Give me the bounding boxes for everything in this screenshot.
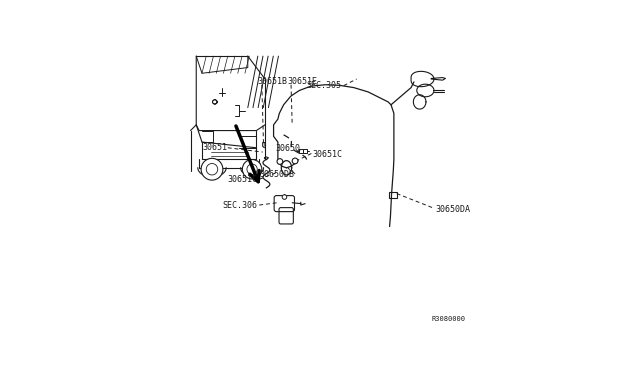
Text: SEC.306: SEC.306: [223, 201, 257, 210]
Bar: [299, 149, 303, 154]
Circle shape: [282, 195, 287, 199]
Circle shape: [277, 158, 283, 164]
Circle shape: [206, 164, 218, 175]
Text: 30651B: 30651B: [258, 77, 288, 86]
Text: 30651E: 30651E: [287, 77, 317, 86]
Text: 30651: 30651: [202, 143, 227, 152]
Circle shape: [201, 158, 223, 180]
Bar: [389, 192, 397, 198]
Text: 30650DB: 30650DB: [259, 170, 294, 179]
Text: 30651C: 30651C: [312, 150, 342, 158]
Text: 30650: 30650: [275, 144, 300, 153]
Circle shape: [247, 164, 257, 174]
Text: R3080000: R3080000: [431, 317, 465, 323]
Bar: [303, 149, 307, 154]
Text: SEC.305: SEC.305: [307, 81, 342, 90]
Text: 30651C: 30651C: [228, 175, 257, 185]
Text: 30650DA: 30650DA: [435, 205, 470, 214]
Circle shape: [243, 160, 262, 179]
Circle shape: [292, 158, 298, 164]
